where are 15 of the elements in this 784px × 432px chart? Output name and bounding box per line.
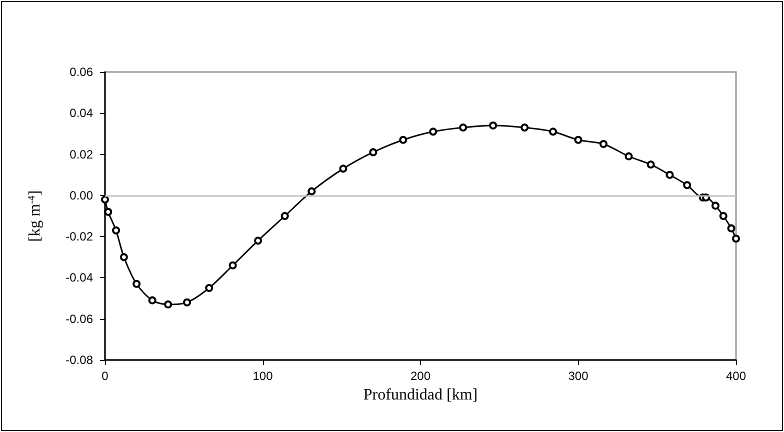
y-tick-label: 0.00 — [70, 188, 94, 202]
y-tick-label: -0.08 — [66, 353, 94, 367]
y-tick-label: 0.04 — [70, 106, 94, 120]
x-tick-label: 300 — [568, 369, 589, 383]
y-tick-label: -0.06 — [66, 312, 94, 326]
x-tick-label: 0 — [102, 369, 109, 383]
x-tick-label: 100 — [252, 369, 274, 383]
y-tick-label: -0.02 — [66, 230, 94, 244]
y-tick-label: -0.04 — [66, 270, 94, 285]
y-tick-label: 0.06 — [70, 65, 94, 79]
x-tick-label: 200 — [410, 369, 431, 383]
y-axis-title: [kg m-4] — [26, 190, 44, 242]
x-tick-label: 400 — [726, 369, 746, 383]
y-tick-label: 0.02 — [70, 147, 94, 162]
x-axis-title: Profundidad [km] — [363, 386, 478, 404]
